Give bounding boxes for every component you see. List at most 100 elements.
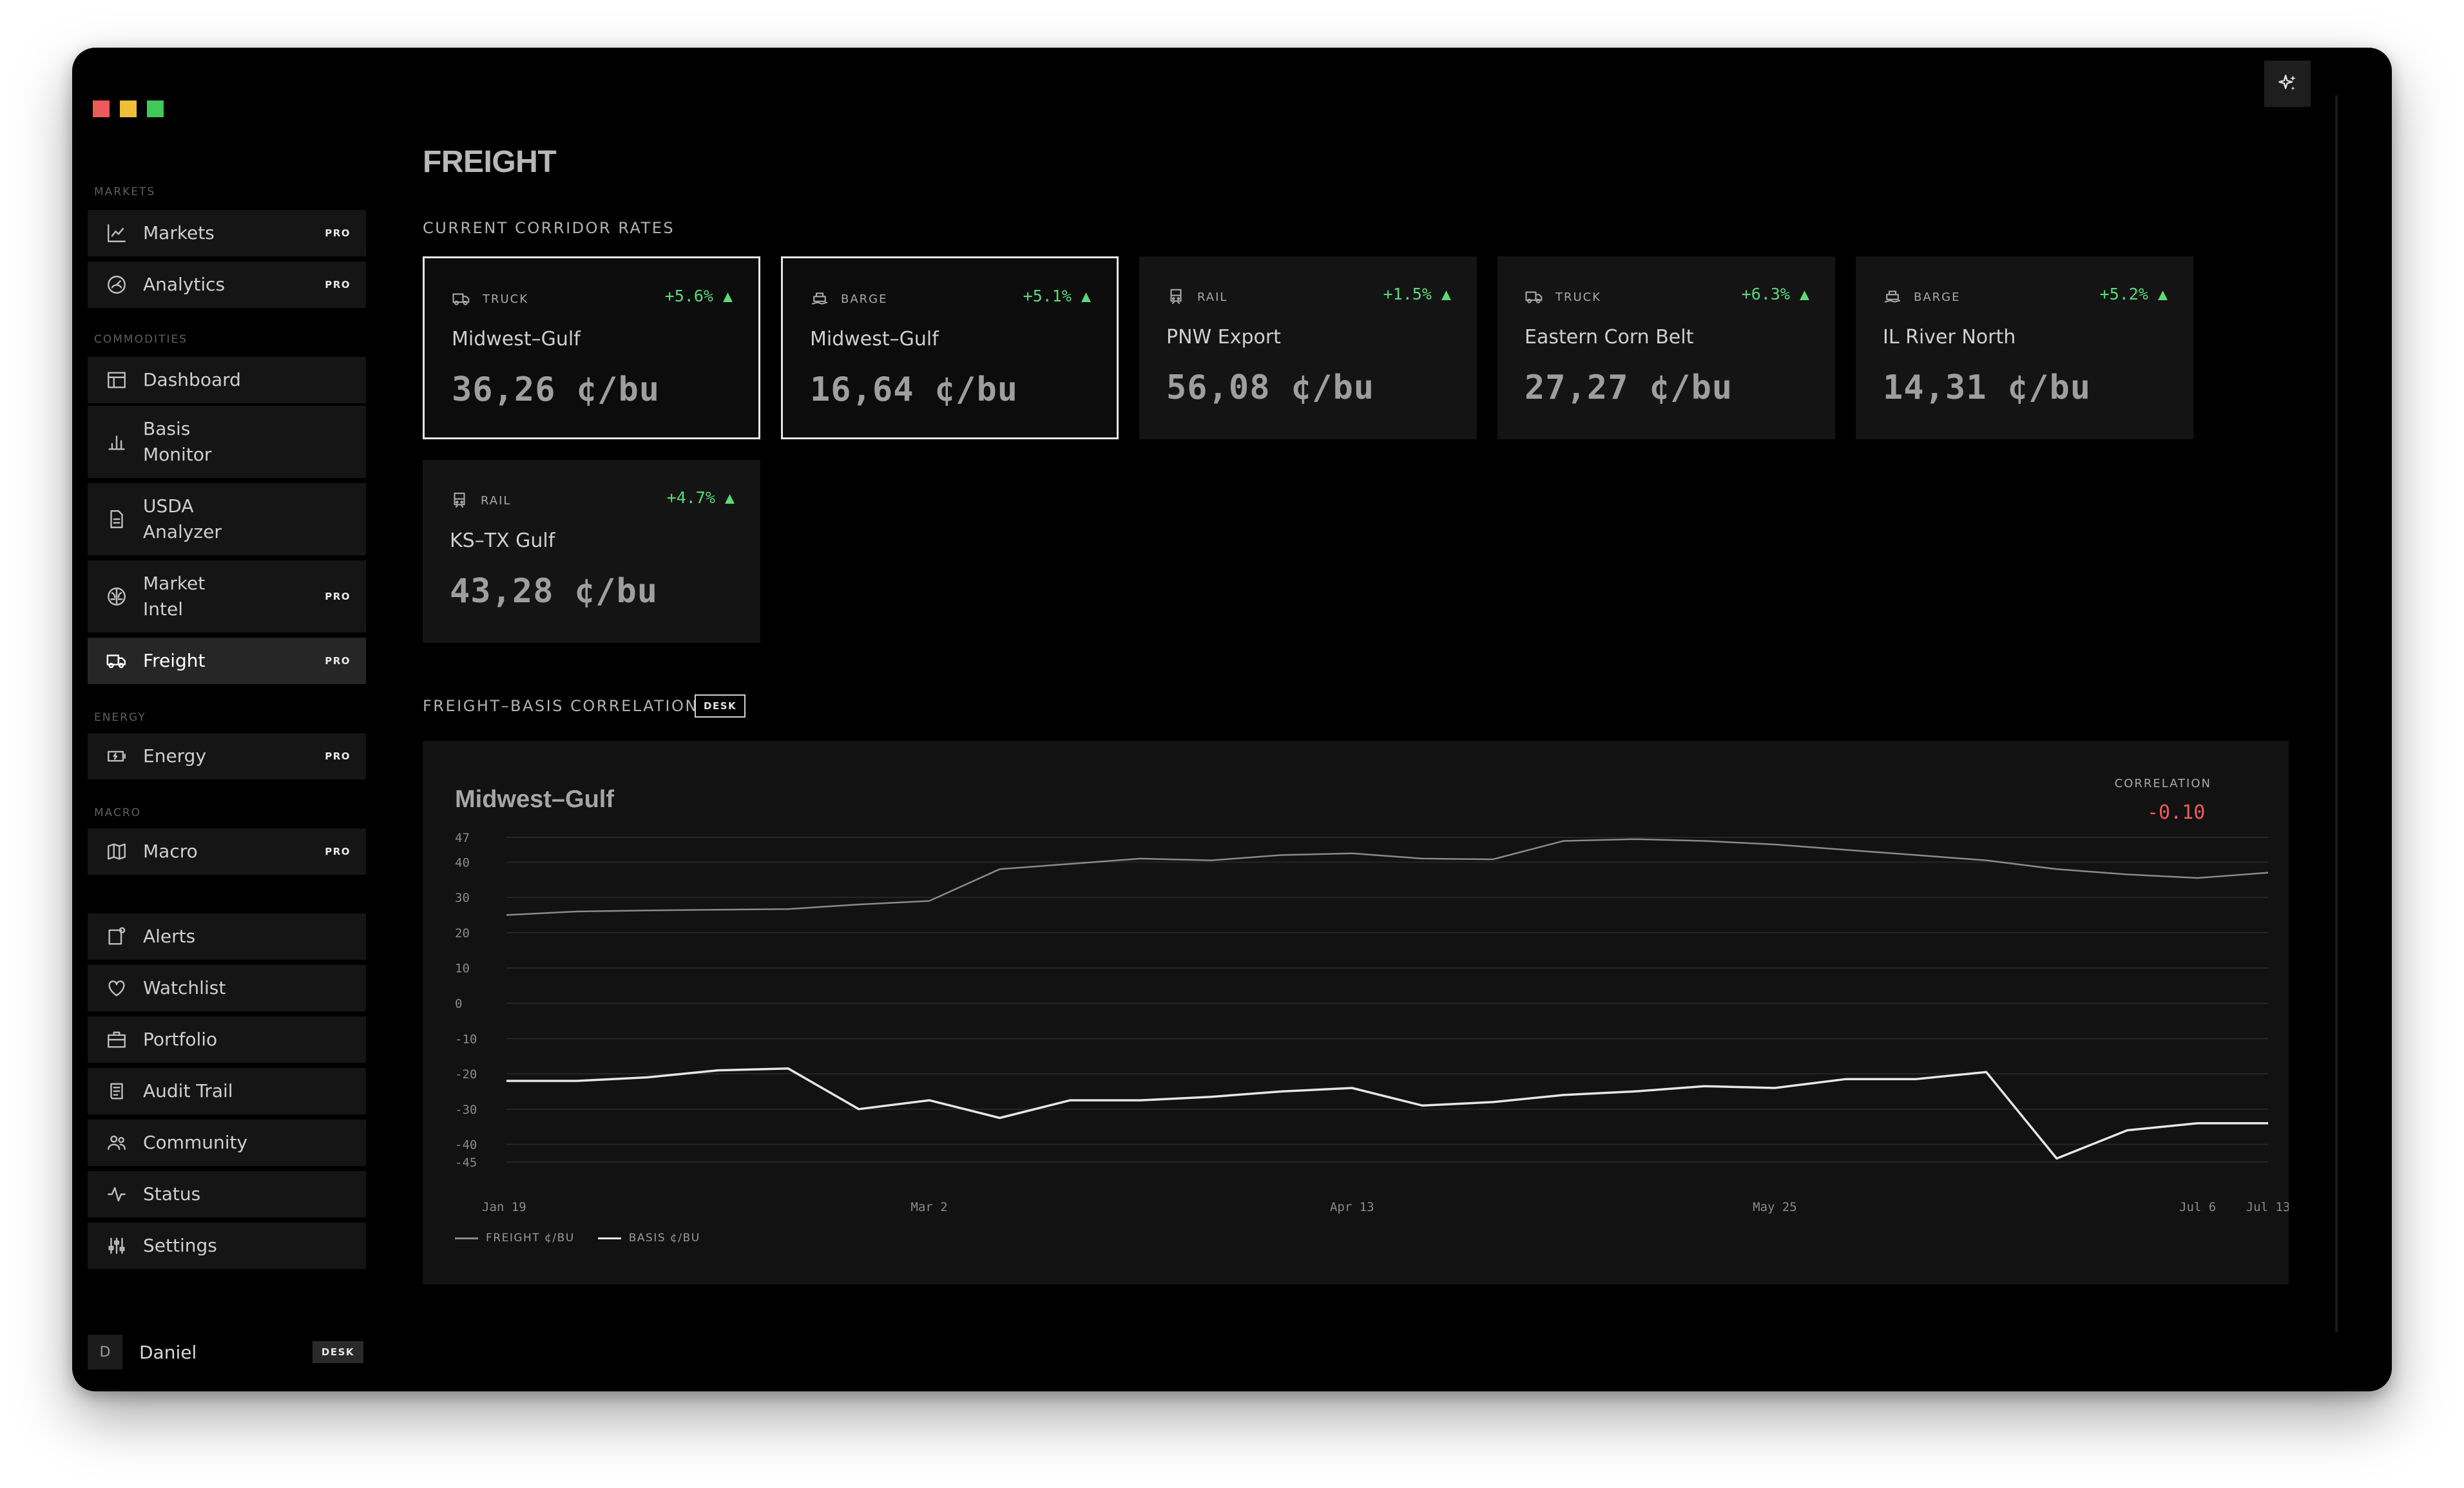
corridor-rate: 14,31 ¢/bu: [1883, 368, 2092, 407]
series-line-basis-bu: [506, 1067, 2268, 1160]
sidebar-item-energy[interactable]: Energy PRO: [88, 733, 366, 779]
sidebar-item-settings[interactable]: Settings: [88, 1223, 366, 1269]
document-icon: [110, 510, 123, 528]
section-label-macro: MACRO: [94, 806, 142, 819]
corridor-card-truck-midwest-gulf[interactable]: TRUCK +5.6% ▲ Midwest–Gulf 36,26 ¢/bu: [423, 256, 760, 439]
transport-mode: BARGE: [1883, 287, 1961, 307]
corridor-card-rail-pnw-export[interactable]: RAIL +1.5% ▲ PNW Export 56,08 ¢/bu: [1139, 256, 1477, 439]
pro-badge: PRO: [325, 279, 351, 291]
sidebar-item-label: Watchlist: [143, 977, 226, 998]
y-tick-label: -10: [455, 1032, 477, 1046]
corridor-card-rail-ks-tx-gulf[interactable]: RAIL +4.7% ▲ KS–TX Gulf 43,28 ¢/bu: [423, 460, 760, 643]
heart-icon: [108, 980, 125, 997]
sidebar-item-label: Audit Trail: [143, 1080, 233, 1102]
sliders-icon: [108, 1237, 125, 1254]
barge-icon: [1884, 291, 1901, 303]
app-window: MARKETS COMMODITIES ENERGY MACRO D Danie…: [72, 48, 2392, 1391]
transport-mode-label: TRUCK: [1555, 290, 1602, 304]
corridor-card-barge-il-river-north[interactable]: BARGE +5.2% ▲ IL River North 14,31 ¢/bu: [1856, 256, 2193, 439]
y-tick-label: -45: [455, 1156, 477, 1170]
sidebar-item-basis-monitor[interactable]: Basis Monitor: [88, 406, 366, 478]
y-tick-label: 20: [455, 926, 470, 940]
x-tick-label: Jul 6: [2179, 1200, 2216, 1214]
corridor-rate: 27,27 ¢/bu: [1525, 368, 1733, 407]
x-tick-label: Apr 13: [1330, 1200, 1374, 1214]
sidebar-item-portfolio[interactable]: Portfolio: [88, 1016, 366, 1063]
sidebar-item-usda-analyzer[interactable]: USDA Analyzer: [88, 483, 366, 555]
sidebar-item-dashboard[interactable]: Dashboard: [88, 357, 366, 403]
corridor-route: KS–TX Gulf: [450, 529, 555, 552]
y-tick-label: -30: [455, 1103, 477, 1117]
nav-icon-wrap: [106, 977, 128, 999]
sidebar-item-macro[interactable]: Macro PRO: [88, 828, 366, 875]
layout-icon: [108, 372, 126, 388]
corridor-rate: 36,26 ¢/bu: [452, 370, 660, 409]
nav-icon-wrap: [106, 1235, 128, 1257]
transport-mode: TRUCK: [1525, 287, 1601, 307]
sidebar-item-status[interactable]: Status: [88, 1171, 366, 1217]
close-window-button[interactable]: [93, 100, 110, 117]
nav-icon-wrap: [106, 369, 128, 391]
corridor-card-truck-eastern-corn-belt[interactable]: TRUCK +6.3% ▲ Eastern Corn Belt 27,27 ¢/bu: [1497, 256, 1835, 439]
transport-mode-label: RAIL: [481, 493, 512, 508]
bell-icon: [108, 927, 126, 945]
sidebar-item-market-intel[interactable]: Market Intel PRO: [88, 560, 366, 633]
people-icon: [108, 1135, 126, 1150]
scroll-icon: [110, 1083, 123, 1100]
nav-icon-wrap: [106, 1029, 128, 1051]
transport-mode: TRUCK: [452, 289, 528, 309]
bar-chart-icon: [108, 435, 125, 450]
chart-legend: FREIGHT ¢/BU BASIS ¢/BU: [455, 1232, 700, 1245]
x-tick-label: Jul 13: [2246, 1200, 2289, 1214]
transport-mode-label: TRUCK: [483, 292, 529, 306]
desk-badge: DESK: [695, 694, 746, 718]
y-tick-label: 30: [455, 891, 470, 905]
corridor-route: Midwest–Gulf: [452, 328, 581, 350]
nav-icon-wrap: [106, 1183, 128, 1205]
corridor-route: Eastern Corn Belt: [1525, 326, 1694, 348]
nav-icon-wrap: [106, 745, 128, 767]
legend-item-freight: FREIGHT ¢/BU: [455, 1232, 575, 1245]
y-tick-label: 47: [455, 831, 470, 845]
section-label-markets: MARKETS: [94, 186, 156, 198]
sidebar-item-label: Analytics: [143, 274, 226, 295]
barge-icon: [811, 292, 828, 305]
x-tick-label: Jan 19: [482, 1200, 526, 1214]
user-profile[interactable]: D Daniel DESK: [88, 1335, 366, 1369]
sidebar-item-markets[interactable]: Markets PRO: [88, 210, 366, 256]
sidebar-item-watchlist[interactable]: Watchlist: [88, 965, 366, 1011]
transport-mode-label: BARGE: [841, 292, 888, 306]
sidebar-item-audit-trail[interactable]: Audit Trail: [88, 1068, 366, 1114]
corridor-card-barge-midwest-gulf[interactable]: BARGE +5.1% ▲ Midwest–Gulf 16,64 ¢/bu: [781, 256, 1119, 439]
ai-assistant-button[interactable]: [2264, 61, 2311, 107]
rate-change: +5.6% ▲: [664, 287, 733, 305]
minimize-window-button[interactable]: [120, 100, 137, 117]
y-tick-label: 40: [455, 855, 470, 870]
sidebar: MARKETS COMMODITIES ENERGY MACRO D Danie…: [88, 48, 366, 1391]
rail-icon: [1170, 289, 1182, 305]
section-label-commodities: COMMODITIES: [94, 333, 188, 346]
sidebar-item-community[interactable]: Community: [88, 1120, 366, 1166]
corridor-route: IL River North: [1883, 326, 2016, 348]
y-tick-label: 0: [455, 997, 462, 1011]
corridor-route: PNW Export: [1166, 326, 1281, 348]
correlation-chart: 47 40 30 20 10 0 -10 -20 -30 -40 -45 Jan 19 Mar 2 Apr…: [455, 831, 2289, 1214]
nav-icon-wrap: [106, 431, 128, 453]
sidebar-item-label: Market Intel: [143, 573, 206, 620]
correlation-label: CORRELATION: [2114, 777, 2211, 790]
legend-swatch-basis: [597, 1237, 621, 1239]
corridor-rate: 56,08 ¢/bu: [1166, 368, 1375, 407]
legend-label-basis: BASIS ¢/BU: [628, 1232, 700, 1245]
sidebar-item-label: Status: [143, 1183, 201, 1205]
activity-icon: [108, 1187, 126, 1202]
sidebar-item-label: USDA Analyzer: [143, 495, 222, 542]
sidebar-item-alerts[interactable]: Alerts: [88, 913, 366, 960]
rate-change: +5.1% ▲: [1023, 287, 1091, 305]
legend-item-basis: BASIS ¢/BU: [597, 1232, 700, 1245]
sparkle-icon: [2278, 75, 2296, 90]
sidebar-item-analytics[interactable]: Analytics PRO: [88, 262, 366, 308]
sidebar-item-freight[interactable]: Freight PRO: [88, 638, 366, 684]
rate-change: +6.3% ▲: [1741, 285, 1809, 303]
chart-title: Midwest–Gulf: [455, 786, 615, 813]
maximize-window-button[interactable]: [147, 100, 164, 117]
